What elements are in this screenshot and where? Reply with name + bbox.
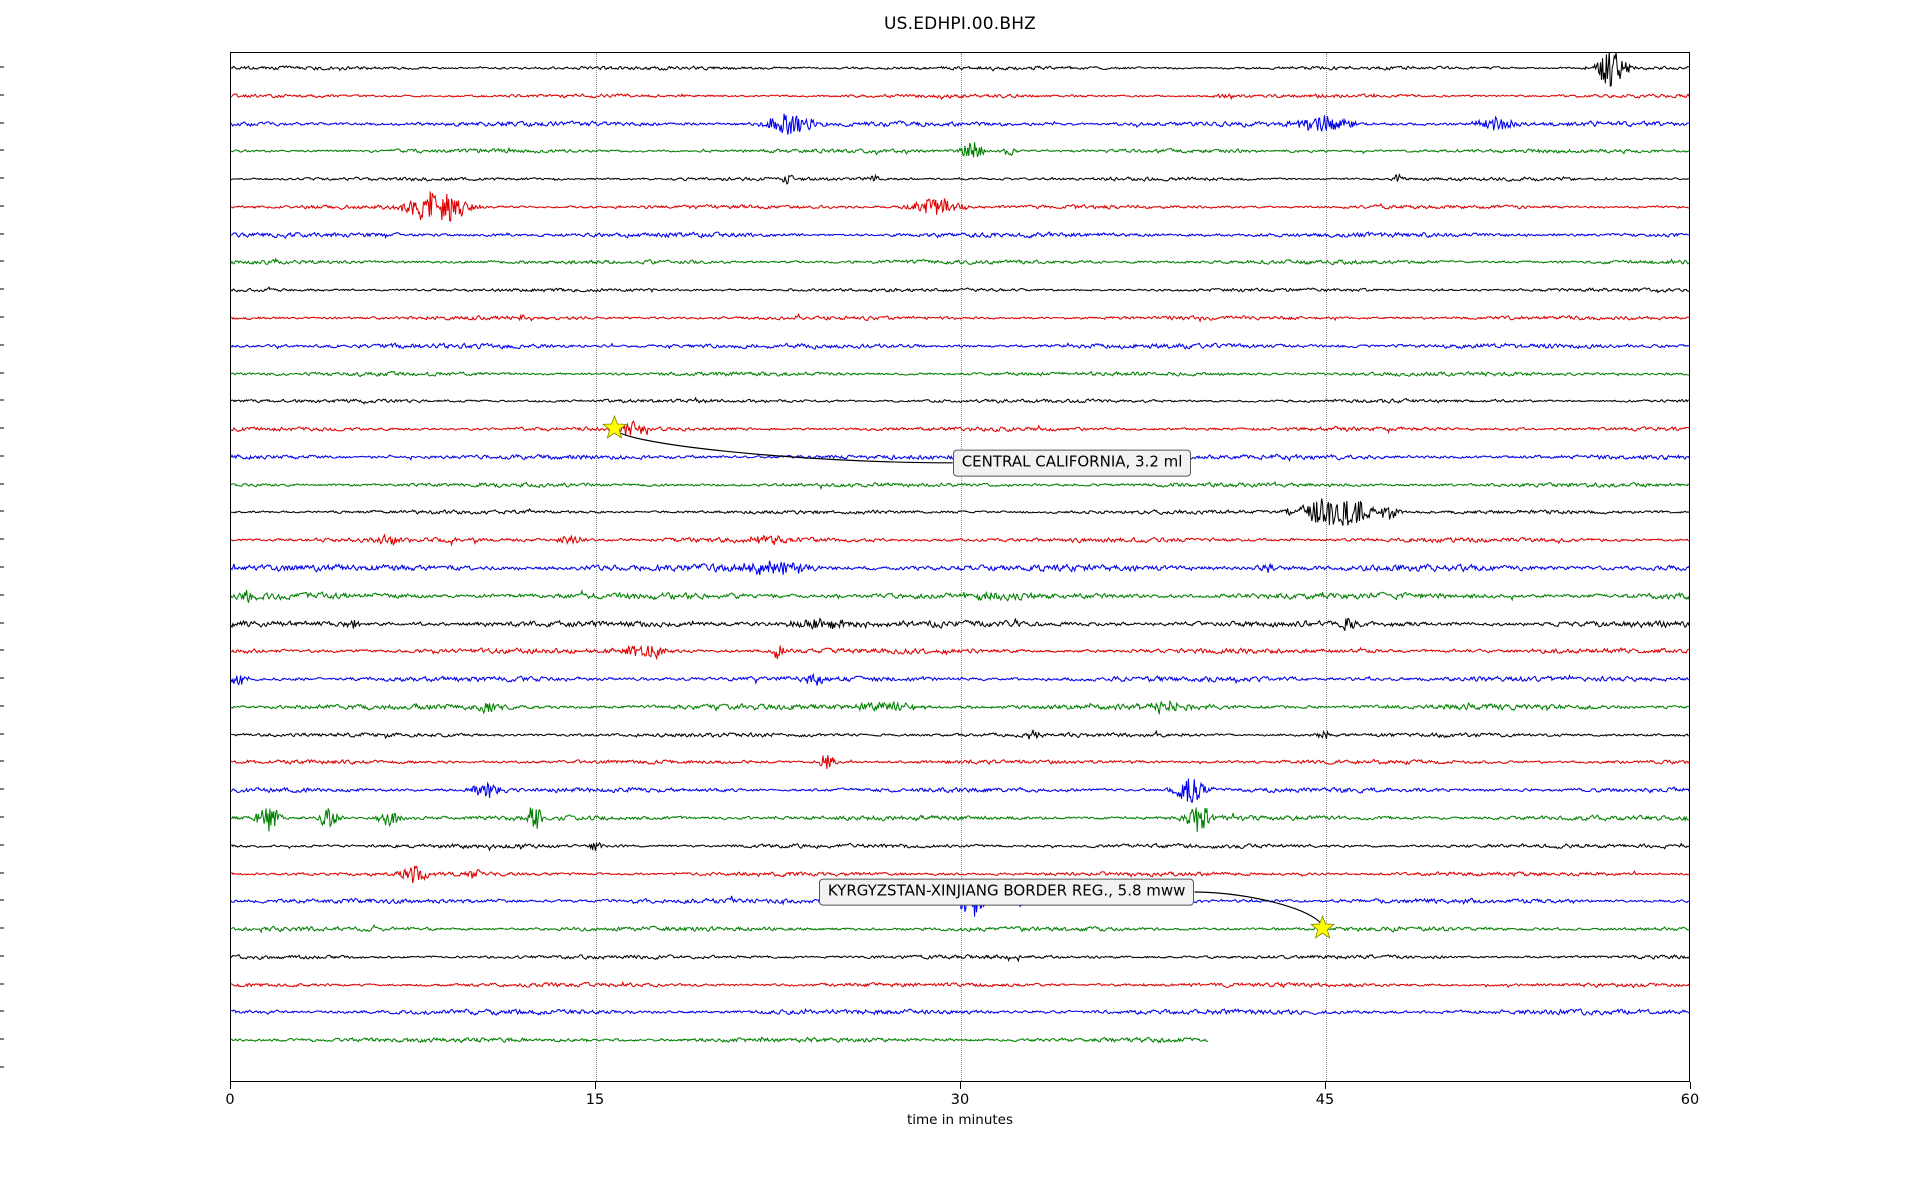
trace-row: [231, 656, 1689, 702]
x-tick-mark: [230, 1082, 231, 1089]
y-tick-mark: [0, 649, 4, 651]
trace-row: [231, 712, 1689, 758]
y-tick-mark: [0, 733, 4, 735]
trace-row: [231, 184, 1689, 230]
y-tick-mark: [0, 927, 4, 929]
x-tick-mark: [1325, 1082, 1326, 1089]
y-tick-mark: [0, 399, 4, 401]
trace-row: [231, 128, 1689, 174]
x-tick-mark: [960, 1082, 961, 1089]
trace-row: [231, 267, 1689, 313]
trace-row: [231, 156, 1689, 202]
trace-row: [231, 795, 1689, 841]
trace-row: [231, 684, 1689, 730]
y-tick-mark: [0, 566, 4, 568]
y-tick-mark: [0, 622, 4, 624]
trace-row: [231, 489, 1689, 535]
y-tick-mark: [0, 844, 4, 846]
trace-row: [231, 767, 1689, 813]
trace-row: [231, 601, 1689, 647]
y-tick-mark: [0, 344, 4, 346]
y-tick-mark: [0, 705, 4, 707]
trace-row: [231, 573, 1689, 619]
y-tick-mark: [0, 372, 4, 374]
trace-row: [231, 323, 1689, 369]
y-tick-mark: [0, 872, 4, 874]
trace-row: [231, 462, 1689, 508]
y-tick-mark: [0, 760, 4, 762]
y-tick-mark: [0, 1066, 4, 1068]
trace-row: [231, 517, 1689, 563]
x-tick-mark: [1690, 1082, 1691, 1089]
x-tick-label: 45: [1315, 1092, 1335, 1108]
y-tick-mark: [0, 260, 4, 262]
y-tick-mark: [0, 66, 4, 68]
y-tick-mark: [0, 816, 4, 818]
event-annotation-label[interactable]: CENTRAL CALIFORNIA, 3.2 ml: [952, 449, 1192, 477]
y-axis-tick-labels: 00:00:0501:00:0502:00:0503:00:0504:00:05…: [0, 52, 230, 1082]
trace-row: [231, 212, 1689, 258]
x-tick-mark: [595, 1082, 596, 1089]
y-tick-mark: [0, 983, 4, 985]
trace-row: [231, 52, 1689, 91]
y-tick-mark: [0, 177, 4, 179]
trace-row: [231, 851, 1689, 897]
y-tick-mark: [0, 677, 4, 679]
seismogram-traces: [231, 53, 1689, 1081]
y-tick-mark: [0, 955, 4, 957]
trace-row: [231, 628, 1689, 674]
y-tick-mark: [0, 538, 4, 540]
y-tick-mark: [0, 122, 4, 124]
y-tick-mark: [0, 455, 4, 457]
plot-area: [230, 52, 1690, 1082]
trace-row: [231, 295, 1689, 341]
trace-row: [231, 989, 1689, 1035]
y-tick-mark: [0, 510, 4, 512]
trace-row: [231, 73, 1689, 119]
y-tick-mark: [0, 94, 4, 96]
x-tick-label: 0: [225, 1092, 235, 1108]
y-tick-mark: [0, 427, 4, 429]
y-tick-mark: [0, 205, 4, 207]
trace-row: [231, 934, 1689, 980]
x-tick-label: 15: [585, 1092, 605, 1108]
y-tick-mark: [0, 1010, 4, 1012]
y-tick-mark: [0, 288, 4, 290]
x-axis-title: time in minutes: [906, 1112, 1014, 1128]
trace-row: [231, 1045, 1689, 1081]
trace-row: [231, 378, 1689, 424]
trace-row: [231, 962, 1689, 1008]
trace-row: [231, 1017, 1689, 1063]
trace-row: [231, 823, 1689, 869]
trace-row: [231, 739, 1689, 785]
x-tick-label: 60: [1680, 1092, 1700, 1108]
trace-row: [231, 406, 1689, 452]
y-tick-mark: [0, 594, 4, 596]
y-tick-mark: [0, 1038, 4, 1040]
trace-row: [231, 351, 1689, 397]
event-annotation-label[interactable]: KYRGYZSTAN-XINJIANG BORDER REG., 5.8 mww: [818, 878, 1195, 906]
y-tick-mark: [0, 899, 4, 901]
trace-row: [231, 906, 1689, 952]
trace-row: [231, 101, 1689, 147]
trace-row: [231, 545, 1689, 591]
y-tick-mark: [0, 483, 4, 485]
trace-row: [231, 239, 1689, 285]
x-tick-label: 30: [950, 1092, 970, 1108]
y-tick-mark: [0, 233, 4, 235]
x-axis-tick-labels: 0 15 30 45 60: [225, 1082, 1699, 1122]
y-tick-mark: [0, 316, 4, 318]
page-title: US.EDHPI.00.BHZ: [883, 14, 1037, 34]
y-tick-mark: [0, 149, 4, 151]
y-tick-mark: [0, 788, 4, 790]
